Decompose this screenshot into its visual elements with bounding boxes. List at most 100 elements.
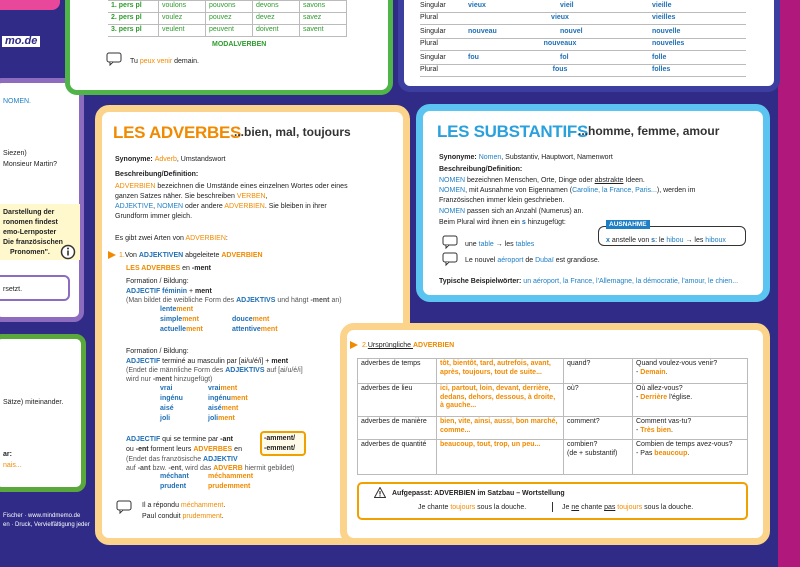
text: nais... xyxy=(3,462,22,469)
sample: Combien de temps avez-vous? xyxy=(636,441,733,448)
text-run: ADVERBES xyxy=(193,446,233,453)
example: lentement xyxy=(160,305,193,314)
sentence: Paul conduit prudemment. xyxy=(142,512,224,521)
text-run: Tu xyxy=(130,58,140,65)
example: ingénument xyxy=(208,394,248,403)
cell: bien, vite, ainsi, aussi, bon marché, co… xyxy=(436,416,564,440)
cell-line xyxy=(420,24,746,25)
text-run: sous la douche. xyxy=(642,504,694,511)
text: Typische Beispielwörter: un aéroport, la… xyxy=(439,277,738,286)
text-run: - Pas xyxy=(636,449,655,457)
text-run: (Endet das französische xyxy=(126,456,204,463)
text: NOMEN passen sich an Anzahl (Numerus) an… xyxy=(439,207,583,216)
cell: adverbes de manière xyxy=(357,416,437,440)
exception-box xyxy=(598,226,746,246)
text-run: Paul conduit xyxy=(142,513,183,520)
example: prudent xyxy=(160,483,187,490)
text-run: ADJECTIF féminin xyxy=(126,288,188,295)
text-run: s xyxy=(651,237,656,244)
text: Synonyme: Nomen, Substantiv, Hauptwort, … xyxy=(439,153,613,162)
text-run: , xyxy=(153,203,158,210)
cell: nouvelles xyxy=(652,40,685,47)
text-run: ADVERBIEN xyxy=(224,203,265,210)
text: 2.Ursprüngliche ADVERBIEN xyxy=(362,341,454,350)
text-run: -ant xyxy=(137,465,151,472)
text: (Man bildet die weibliche Form des ADJEK… xyxy=(126,296,342,305)
left-panel xyxy=(0,78,84,322)
text-run: Französischen immer klein geschrieben. xyxy=(439,197,565,204)
text-run: ADJEKTIVE xyxy=(115,203,154,210)
text-run: tables xyxy=(515,241,535,248)
row: adverbes de lieu ici, partout, loin, deva… xyxy=(357,383,748,417)
ending-box xyxy=(260,431,306,456)
text: Grundform immer gleich. xyxy=(115,212,192,221)
text-run: -ment xyxy=(191,265,211,272)
text-run: Dubaï xyxy=(535,257,554,264)
text-run: → les xyxy=(493,241,516,248)
text-run: -ment xyxy=(310,297,330,304)
text-run: Es gibt zwei Arten von xyxy=(115,235,186,242)
text-run: - xyxy=(636,368,641,376)
text-run: méchamment xyxy=(208,473,254,480)
text-run: -ent xyxy=(135,446,149,453)
text: ADJEKTIVE, NOMEN oder andere ADVERBIEN. … xyxy=(115,202,327,211)
text-run: ment xyxy=(260,326,278,333)
text-run: . xyxy=(665,368,668,376)
text-run: Synonyme: xyxy=(115,156,155,163)
text-run: peux venir xyxy=(139,58,173,65)
text-run: NOMEN xyxy=(439,177,466,184)
text-run: ADVERBIEN xyxy=(185,235,226,242)
text-run: Il a répondu xyxy=(142,502,181,509)
text: ADVERBIEN bezeichnen die Umstände eines … xyxy=(115,182,348,191)
footer: Fischer · www.mindmemo.de xyxy=(3,513,81,519)
sentence: Je chante toujours sous la douche. xyxy=(418,503,526,512)
text-run: ), werden im xyxy=(656,187,696,194)
text-run: ADVERBIEN xyxy=(221,252,263,259)
text: ADJECTIF féminin + ment xyxy=(126,287,212,296)
text-run: Adverb xyxy=(154,156,177,163)
cell: vieux xyxy=(551,14,569,21)
cell: Plural xyxy=(420,14,438,21)
logo: mo.de xyxy=(2,36,41,47)
text-run: pas xyxy=(604,504,616,511)
cell: folle xyxy=(652,54,667,61)
text-run: terminé au masculin par [ai/u/é/i] xyxy=(160,358,266,365)
text-run: abstrakte xyxy=(594,177,624,184)
text: emo-Lernposter xyxy=(3,229,57,236)
edge xyxy=(778,0,800,567)
corner-shape xyxy=(0,0,60,10)
text-run: attentive xyxy=(232,326,261,333)
text-run: qui se termine par xyxy=(160,436,221,443)
text-run: Ursprüngliche xyxy=(367,342,413,349)
text-run: sous la douche. xyxy=(475,504,527,511)
text-run: ment xyxy=(218,415,235,422)
text-run: Aufgepasst: xyxy=(392,490,435,497)
text-run: NOMEN xyxy=(157,203,184,210)
text-run: , Substantiv, Hauptwort, Namenwort xyxy=(501,154,613,161)
cell-line xyxy=(420,12,746,13)
example: aisément xyxy=(208,404,238,413)
text-run: ADVERB xyxy=(213,465,243,472)
text-run: NOMEN xyxy=(439,208,466,215)
text: NOMEN, mit Ausnahme von Eigennamen (Caro… xyxy=(439,186,695,195)
text-run: auf xyxy=(126,465,138,472)
text: NOMEN. xyxy=(3,98,31,105)
text: auf -ant bzw. -ent, wird das ADVERB hier… xyxy=(126,464,295,473)
text-run: Demain xyxy=(640,368,666,376)
text-run: prudemment xyxy=(182,513,222,520)
row: adverbes de manière bien, vite, ainsi, au… xyxy=(357,416,748,440)
text-run: ment xyxy=(230,395,248,402)
text: x anstelle von s: le hibou → les hiboux xyxy=(606,236,726,245)
text-run: 1. xyxy=(119,252,125,259)
text-run: 2. xyxy=(362,342,368,349)
example: vraiment xyxy=(208,384,237,393)
text-run: Grundform immer gleich. xyxy=(115,213,193,220)
text-run: ADVERBIEN xyxy=(412,342,455,349)
text: ou -ent forment leurs ADVERBES en xyxy=(126,445,242,454)
frame xyxy=(0,275,70,301)
text-run: , mit Ausnahme von Eigennamen ( xyxy=(465,187,573,194)
adverb-table: adverbes de temps tôt, bientôt, tard, aut… xyxy=(357,358,748,475)
text-run: ADJEKTIVS xyxy=(236,297,276,304)
text-run: ment xyxy=(182,316,199,323)
text-run: un aéroport, la France, l'Allemagne, la … xyxy=(523,278,739,285)
